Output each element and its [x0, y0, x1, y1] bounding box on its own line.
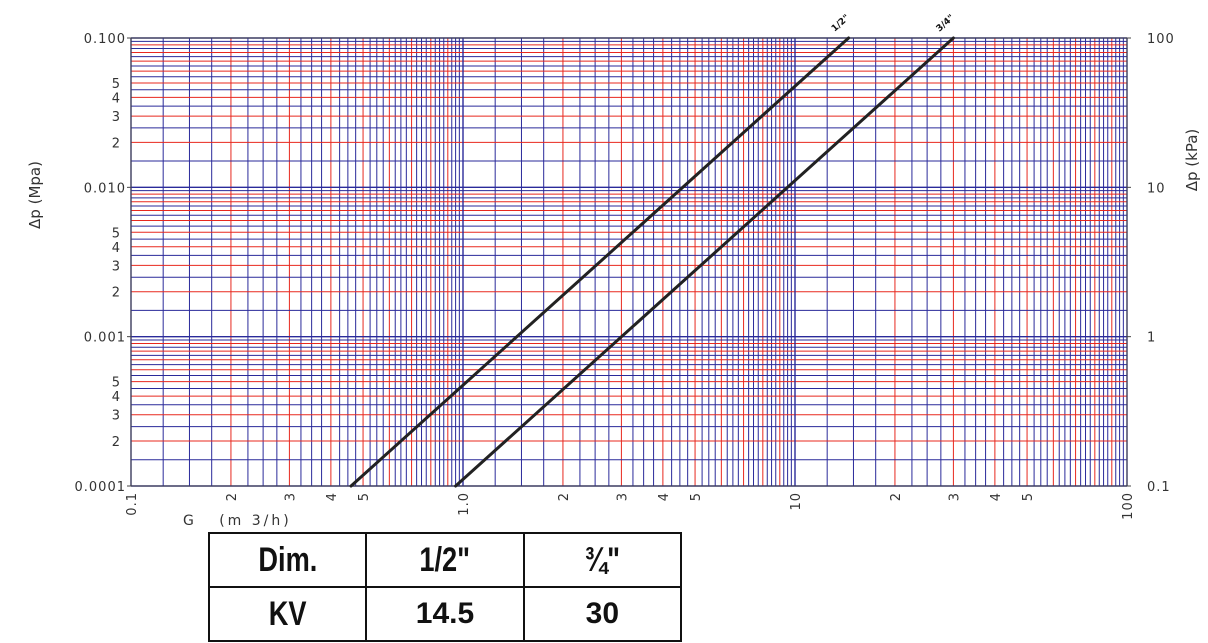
y-minor-tick-label: 2 [112, 286, 121, 301]
pressure-drop-chart: 1/2" 3/4" 0.1000.0100.0010.00015432543254… [26, 13, 1201, 529]
table-cell-three-quarter-inch: ¾" [522, 532, 683, 588]
x-tick-label: 3 [615, 492, 630, 501]
series-label-1: 3/4" [935, 13, 957, 34]
kv-table: Dim. 1/2" ¾" KV 14.5 30 [207, 532, 683, 642]
y-tick-label-left: 0.100 [84, 32, 126, 47]
plot-frame [130, 37, 1128, 487]
x-tick-label: 2 [557, 492, 572, 501]
table-header-row: Dim. 1/2" ¾" [207, 532, 683, 588]
x-tick-label: 3 [947, 492, 962, 501]
chart-labels: 0.1000.0100.0010.00015432543254321001010… [75, 32, 1175, 520]
y-minor-tick-label: 3 [112, 259, 121, 274]
y-minor-tick-label: 2 [112, 435, 121, 450]
x-tick-label: 100 [1121, 492, 1136, 520]
y-axis-label-right: Δp (kPa) [1183, 129, 1201, 192]
series-line-1 [454, 36, 955, 488]
y-minor-tick-label: 3 [112, 409, 121, 424]
x-tick-label: 1.0 [457, 492, 472, 516]
table-cell-kv-half: 14.5 [365, 586, 525, 642]
x-tick-label: 2 [889, 492, 904, 501]
table-cell-kv: KV [207, 586, 368, 642]
table-cell-dim: Dim. [207, 532, 368, 588]
x-tick-label: 5 [1021, 492, 1036, 501]
y-minor-tick-label: 3 [112, 110, 121, 125]
x-tick-label: 2 [225, 492, 240, 501]
y-tick-label-right: 10 [1147, 181, 1166, 196]
x-axis-label: G (m 3/h) [183, 513, 292, 529]
y-minor-tick-label: 4 [112, 91, 121, 106]
series-label-0: 1/2" [830, 13, 852, 34]
series-line-0 [349, 36, 851, 488]
x-tick-label: 5 [357, 492, 372, 501]
x-tick-label: 10 [789, 492, 804, 511]
kv-three-quarter-value: 30 [585, 597, 620, 630]
y-minor-tick-label: 5 [112, 376, 121, 391]
x-tick-label: 4 [989, 492, 1004, 501]
table-cell-half-inch: 1/2" [365, 532, 525, 588]
y-minor-tick-label: 5 [112, 226, 121, 241]
y-tick-label-right: 100 [1147, 32, 1175, 47]
three-quarter-inch-label: ¾" [584, 540, 621, 579]
y-tick-label-left: 0.001 [84, 331, 126, 346]
x-tick-label: 0.1 [125, 492, 140, 516]
x-tick-label: 5 [689, 492, 704, 501]
kv-half-value: 14.5 [415, 597, 475, 630]
dim-label: Dim. [258, 540, 318, 579]
y-tick-label-left: 0.010 [84, 181, 126, 196]
y-tick-label-left: 0.0001 [75, 480, 127, 495]
y-minor-tick-label: 4 [112, 390, 121, 405]
chart-grid [130, 37, 1128, 487]
y-tick-label-right: 0.1 [1147, 480, 1171, 495]
table-row: KV 14.5 30 [207, 586, 683, 642]
kv-label: KV [268, 594, 307, 633]
y-minor-tick-label: 4 [112, 241, 121, 256]
half-inch-label: 1/2" [419, 540, 471, 579]
y-minor-tick-label: 2 [112, 136, 121, 151]
table-cell-kv-three-quarter: 30 [522, 586, 683, 642]
y-axis-label-left: Δp (Mpa) [26, 161, 44, 229]
y-tick-label-right: 1 [1147, 331, 1156, 346]
x-tick-label: 4 [657, 492, 672, 501]
x-tick-label: 4 [325, 492, 340, 501]
y-minor-tick-label: 5 [112, 77, 121, 92]
x-tick-label: 3 [283, 492, 298, 501]
